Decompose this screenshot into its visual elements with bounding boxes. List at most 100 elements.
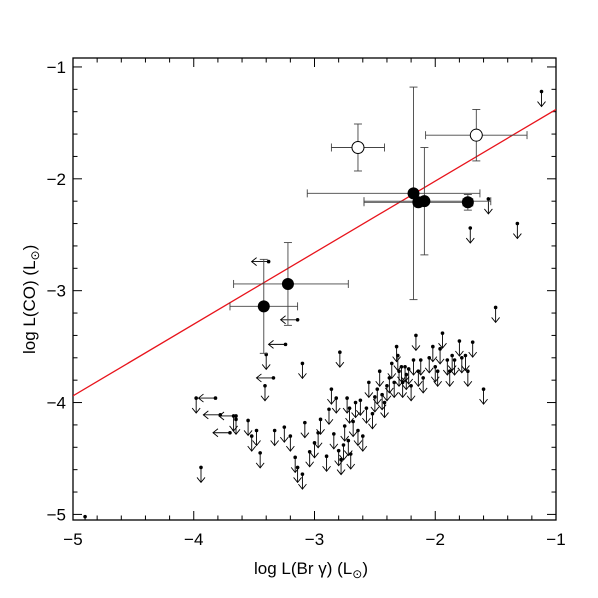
down-arrow-head — [389, 392, 399, 399]
down-arrow-head — [324, 418, 334, 425]
down-arrow-head — [445, 380, 455, 387]
down-arrow-head — [322, 465, 331, 472]
down-arrow-head — [413, 380, 423, 387]
down-arrow-head — [327, 398, 336, 405]
upper-limit-co — [358, 434, 368, 452]
upper-limit-co — [346, 452, 356, 470]
fit-line — [73, 108, 556, 397]
down-arrow-head — [243, 430, 253, 437]
down-arrow-head — [479, 398, 488, 405]
down-arrow-head — [392, 356, 401, 363]
upper-limit-co — [491, 305, 500, 324]
axis-ticks — [72, 58, 557, 520]
upper-limit-co — [428, 344, 438, 363]
left-arrow-head — [212, 428, 219, 438]
left-arrow-head — [197, 393, 204, 403]
down-arrow-head — [435, 358, 445, 365]
upper-limit-co — [364, 380, 374, 399]
upper-limit-co — [255, 451, 265, 469]
upper-limit-co — [335, 350, 345, 368]
upper-limit-co — [450, 358, 459, 376]
x-tick-label: −1 — [546, 530, 565, 549]
upper-limit-co — [340, 424, 350, 442]
down-arrow-head — [316, 429, 325, 436]
upper-limit-co — [316, 417, 325, 436]
down-arrow-head — [351, 412, 360, 419]
upper-limit-co — [406, 383, 416, 402]
upper-limit-co — [401, 372, 411, 391]
down-arrow-head — [348, 431, 358, 438]
x-tick-label: −2 — [426, 530, 445, 549]
down-arrow-head — [191, 407, 201, 414]
down-arrow-head — [196, 477, 206, 484]
upper-limit-co — [362, 406, 371, 424]
upper-limit-co — [324, 407, 334, 425]
upper-limit-co — [327, 387, 336, 405]
down-arrow-head — [255, 462, 265, 469]
down-arrow-head — [356, 410, 365, 417]
upper-limit-co — [380, 400, 389, 419]
y-tick-label: −5 — [47, 505, 66, 524]
upper-limit-co — [191, 396, 201, 414]
down-arrow-head — [406, 395, 416, 402]
upper-limit-co — [377, 392, 387, 411]
upper-limit-co — [293, 465, 302, 484]
upper-limit-co — [461, 353, 470, 372]
down-arrow-head — [401, 384, 411, 391]
down-arrow-head — [372, 398, 382, 405]
upper-limit-co — [285, 434, 295, 452]
upper-limit-co — [484, 197, 493, 215]
y-tick-labels: −5 −4 −3 −2 −1 — [47, 58, 66, 524]
down-arrow-head — [428, 356, 438, 363]
left-arrow-head — [267, 340, 274, 349]
upper-limit-co — [261, 352, 271, 371]
down-arrow-head — [279, 436, 289, 443]
upper-limit-co — [305, 449, 315, 468]
upper-limit-co — [331, 396, 341, 414]
upper-limit-brg — [250, 257, 271, 266]
upper-limit-co — [83, 514, 87, 520]
left-arrow-head — [218, 411, 225, 421]
down-arrow-head — [468, 351, 478, 358]
upper-limit-co — [368, 411, 377, 430]
down-arrow-head — [346, 463, 356, 470]
down-arrow-head — [252, 440, 261, 447]
upper-limit-co — [433, 369, 443, 387]
upper-limit-co — [404, 367, 414, 385]
upper-limit-co — [339, 443, 348, 461]
down-arrow-head — [465, 237, 475, 244]
down-arrow-head — [385, 387, 394, 394]
upper-limit-co — [370, 395, 380, 413]
upper-limit-co — [479, 387, 488, 405]
down-arrow-head — [247, 445, 257, 452]
upper-limit-co — [336, 457, 346, 476]
upper-limit-co — [537, 89, 546, 108]
down-arrow-head — [298, 373, 307, 380]
upper-limit-co — [375, 369, 385, 387]
down-arrow-head — [411, 345, 421, 352]
down-arrow-head — [537, 101, 546, 108]
down-arrow-head — [484, 208, 493, 215]
down-arrow-head — [260, 395, 270, 402]
upper-limit-co — [438, 331, 447, 349]
down-arrow-head — [404, 378, 414, 385]
down-arrow-head — [285, 445, 295, 452]
y-tick-label: −4 — [47, 394, 66, 413]
upper-limit-co — [322, 454, 331, 472]
down-arrow-head — [491, 317, 500, 324]
upper-limit-brg — [197, 393, 218, 403]
upper-limit-co — [424, 355, 434, 374]
down-arrow-head — [335, 361, 345, 368]
upper-limit-brg — [212, 428, 232, 438]
down-arrow-head — [340, 435, 350, 442]
upper-limit-co — [270, 428, 280, 447]
down-arrow-head — [300, 432, 310, 439]
upper-limit-co — [252, 428, 261, 447]
down-arrow-head — [331, 407, 341, 414]
left-arrow-head — [255, 373, 262, 383]
upper-limit-brg — [255, 373, 276, 383]
detection-point — [418, 195, 431, 208]
upper-limit-co — [372, 387, 382, 405]
down-arrow-head — [424, 367, 434, 374]
